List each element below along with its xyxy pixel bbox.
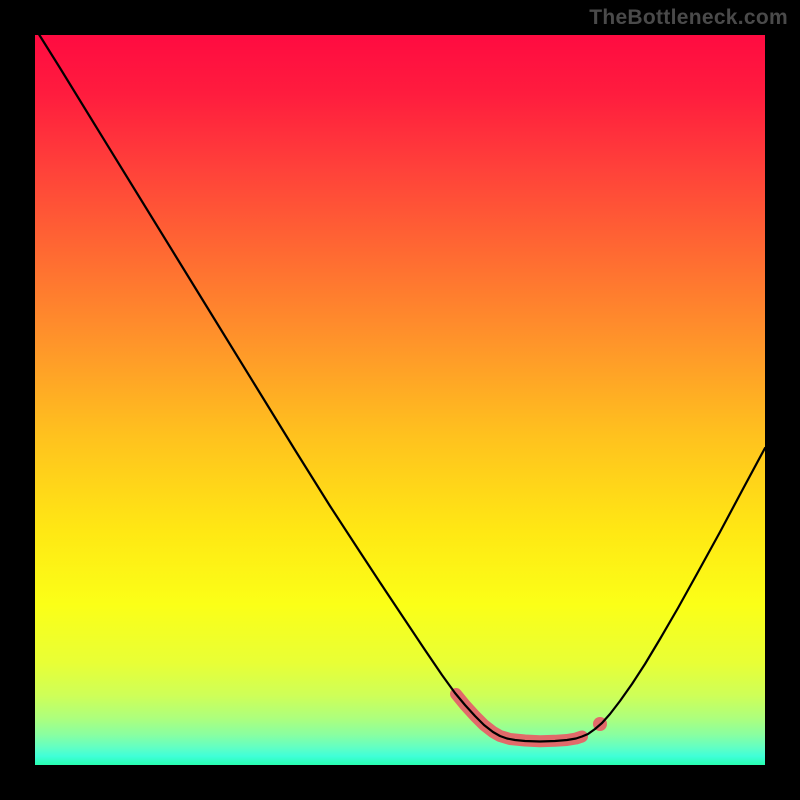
watermark-text: TheBottleneck.com (589, 6, 788, 30)
chart-stage: TheBottleneck.com (0, 0, 800, 800)
background-gradient-panel (35, 35, 765, 765)
gradient-rect (35, 35, 765, 765)
